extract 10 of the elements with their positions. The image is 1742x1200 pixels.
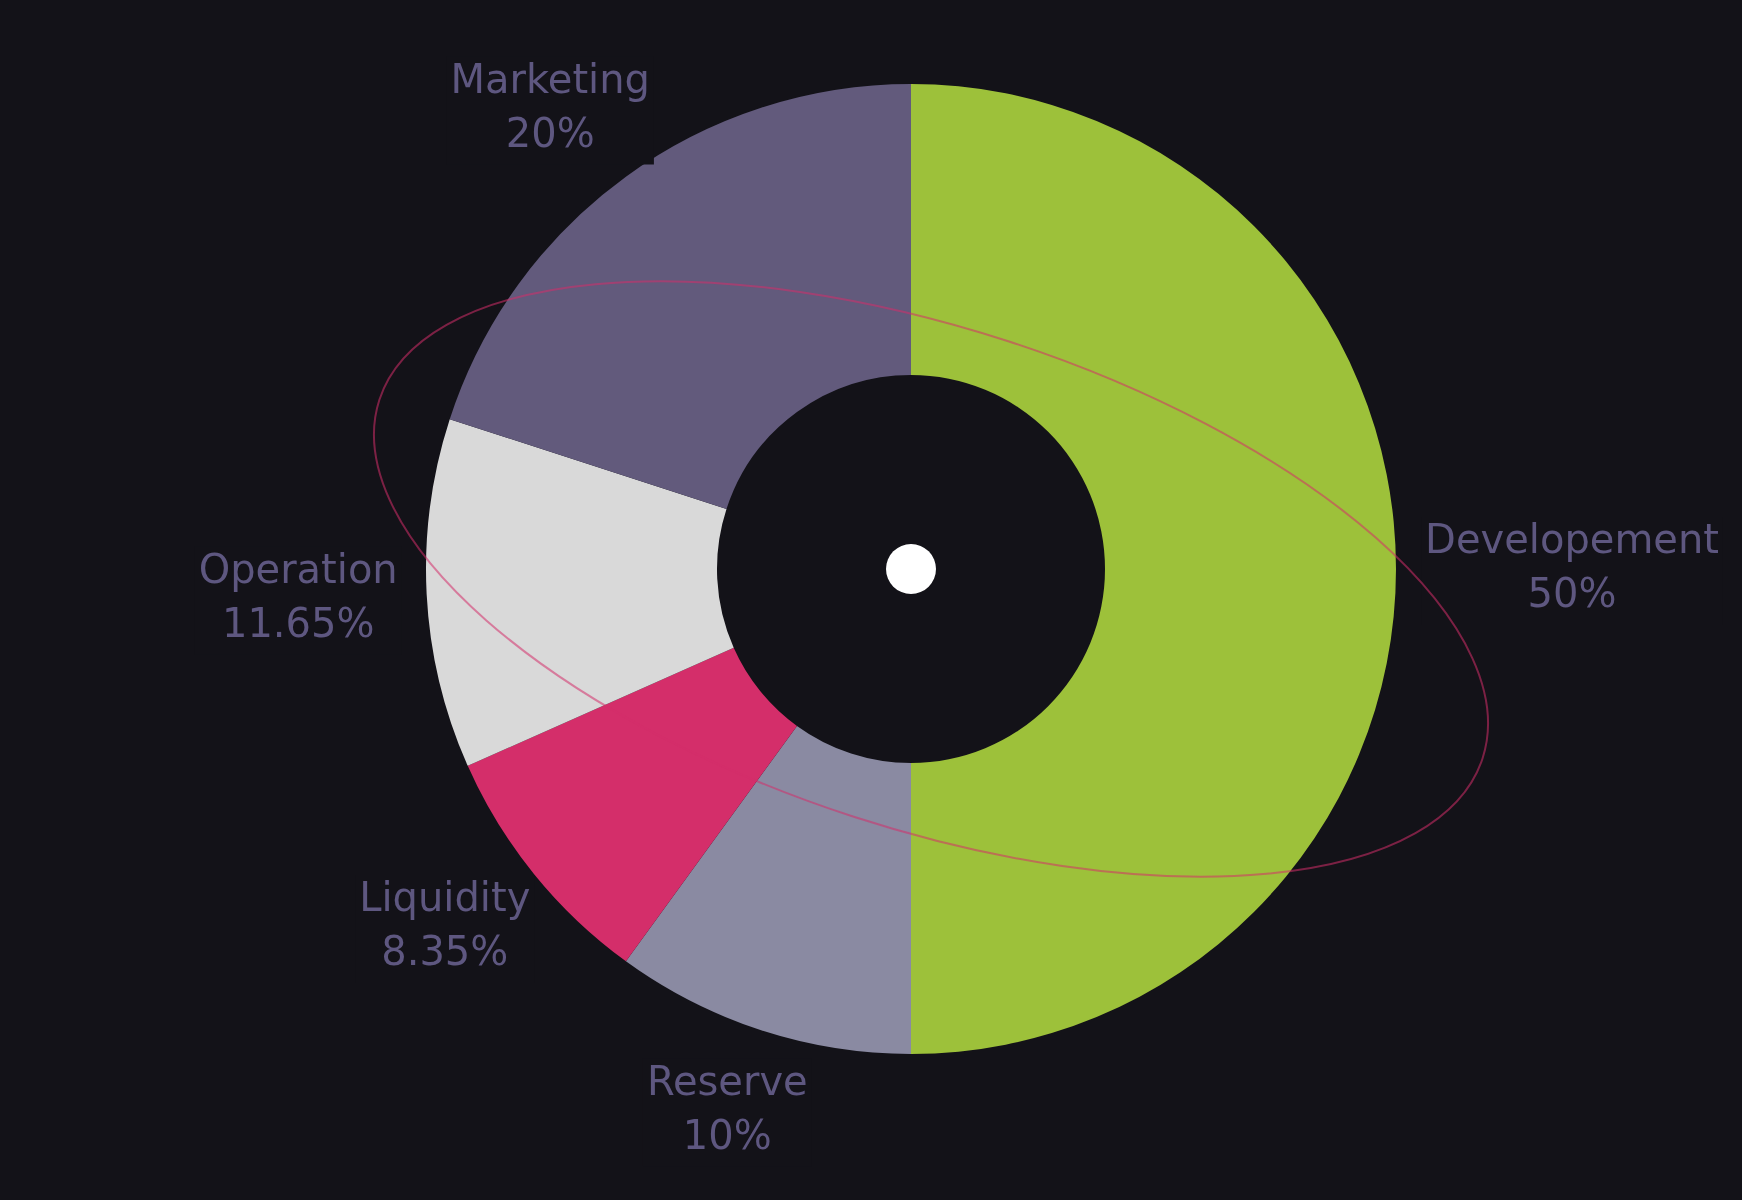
slice-label: Marketing xyxy=(450,55,650,102)
data-label: 50% xyxy=(1527,570,1617,617)
slice-label: Operation xyxy=(198,545,398,592)
slice-label: Developement xyxy=(1425,516,1719,563)
data-label: 10% xyxy=(682,1111,772,1158)
slice-label: Reserve xyxy=(646,1057,808,1104)
data-label: 11.65% xyxy=(221,599,375,646)
slice-label: Liquidity xyxy=(359,874,531,921)
data-label: 8.35% xyxy=(381,928,509,975)
data-label: 20% xyxy=(505,109,595,156)
